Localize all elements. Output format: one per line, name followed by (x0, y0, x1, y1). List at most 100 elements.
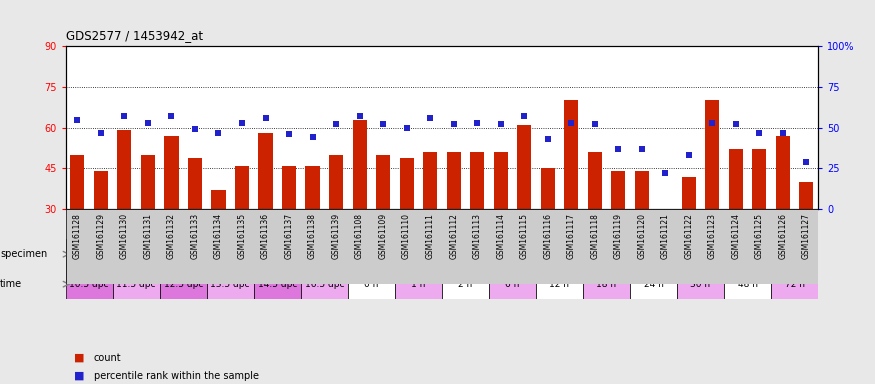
Text: GSM161108: GSM161108 (355, 213, 364, 259)
Bar (536, 269, 583, 299)
Bar (442, 269, 489, 299)
Text: ■: ■ (74, 353, 85, 363)
Text: 6 h: 6 h (505, 280, 520, 289)
Text: GSM161137: GSM161137 (284, 213, 293, 259)
Text: GSM161130: GSM161130 (120, 213, 129, 259)
Bar (583, 269, 630, 299)
Text: 30 h: 30 h (690, 280, 710, 289)
Text: GSM161125: GSM161125 (755, 213, 764, 259)
Bar (776, 136, 790, 209)
Text: GSM161115: GSM161115 (520, 213, 528, 259)
Point (305, 134, 319, 141)
Text: GSM161113: GSM161113 (473, 213, 481, 259)
Text: GSM161124: GSM161124 (732, 213, 740, 259)
Bar (254, 269, 301, 299)
Point (141, 120, 155, 126)
Bar (164, 136, 178, 209)
Text: 13.5 dpc: 13.5 dpc (211, 280, 250, 289)
Bar (376, 155, 390, 209)
Bar (353, 119, 367, 209)
Bar (493, 152, 507, 209)
Text: GDS2577 / 1453942_at: GDS2577 / 1453942_at (66, 29, 203, 42)
Bar (630, 269, 677, 299)
Bar (70, 155, 85, 209)
Text: GSM161123: GSM161123 (708, 213, 717, 259)
Text: 16.5 dpc: 16.5 dpc (304, 280, 344, 289)
Bar (160, 269, 206, 299)
Text: GSM161133: GSM161133 (191, 213, 200, 259)
Text: time: time (0, 279, 22, 289)
Point (70, 116, 84, 122)
Text: 48 h: 48 h (738, 280, 758, 289)
Point (776, 129, 790, 136)
Point (541, 136, 555, 142)
Text: GSM161129: GSM161129 (96, 213, 105, 259)
Text: GSM161116: GSM161116 (543, 213, 552, 259)
Bar (66, 269, 113, 299)
Point (424, 115, 438, 121)
Text: GSM161119: GSM161119 (613, 213, 623, 259)
Point (682, 152, 696, 159)
Point (376, 121, 390, 127)
Point (752, 129, 766, 136)
Point (800, 159, 814, 165)
Bar (348, 239, 818, 269)
Text: GSM161126: GSM161126 (779, 213, 788, 259)
Bar (517, 125, 531, 209)
Point (282, 131, 296, 137)
Bar (800, 182, 814, 209)
Text: GSM161112: GSM161112 (449, 213, 458, 259)
Bar (752, 149, 766, 209)
Point (470, 120, 484, 126)
Text: GSM161110: GSM161110 (402, 213, 411, 259)
Bar (541, 169, 555, 209)
Bar (94, 171, 108, 209)
Point (117, 113, 131, 119)
Bar (212, 190, 226, 209)
Text: 12.5 dpc: 12.5 dpc (164, 280, 203, 289)
Point (634, 146, 648, 152)
Point (212, 129, 226, 136)
Text: 14.5 dpc: 14.5 dpc (257, 280, 297, 289)
Bar (611, 171, 626, 209)
Bar (470, 152, 484, 209)
Point (353, 113, 367, 119)
Bar (141, 155, 155, 209)
Bar (301, 269, 348, 299)
Text: GSM161111: GSM161111 (425, 213, 435, 259)
Bar (188, 157, 202, 209)
Text: GSM161138: GSM161138 (308, 213, 317, 259)
Point (493, 121, 507, 127)
Text: GSM161114: GSM161114 (496, 213, 505, 259)
Bar (564, 101, 578, 209)
Text: 1 h: 1 h (411, 280, 425, 289)
Bar (117, 131, 131, 209)
Text: 24 h: 24 h (644, 280, 663, 289)
Text: count: count (94, 353, 122, 363)
Bar (234, 166, 249, 209)
Text: GSM161136: GSM161136 (261, 213, 270, 259)
Text: GSM161120: GSM161120 (637, 213, 647, 259)
Text: 0 h: 0 h (364, 280, 379, 289)
Text: developing liver: developing liver (162, 249, 251, 259)
Bar (677, 269, 724, 299)
Point (517, 113, 531, 119)
Point (705, 120, 719, 126)
Bar (724, 269, 771, 299)
Text: 12 h: 12 h (550, 280, 570, 289)
Bar (329, 155, 343, 209)
Bar (489, 269, 536, 299)
Text: specimen: specimen (0, 249, 47, 259)
Text: 18 h: 18 h (597, 280, 617, 289)
Text: GSM161134: GSM161134 (214, 213, 223, 259)
Bar (66, 209, 818, 284)
Text: 72 h: 72 h (785, 280, 805, 289)
Text: GSM161135: GSM161135 (237, 213, 247, 259)
Point (564, 120, 578, 126)
Point (94, 129, 108, 136)
Bar (258, 133, 273, 209)
Text: GSM161128: GSM161128 (73, 213, 82, 259)
Text: ■: ■ (74, 371, 85, 381)
Text: GSM161131: GSM161131 (144, 213, 152, 259)
Bar (771, 269, 818, 299)
